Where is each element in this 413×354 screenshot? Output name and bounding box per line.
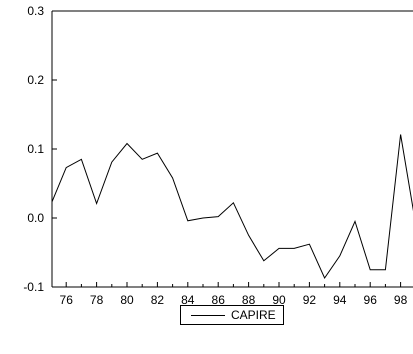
y-tick-label: -0.1 xyxy=(23,280,44,294)
legend-label-capire: CAPIRE xyxy=(231,308,276,322)
x-tick-label: 76 xyxy=(60,293,74,307)
x-tick-label: 96 xyxy=(364,293,378,307)
x-tick-label: 82 xyxy=(151,293,165,307)
plot-area xyxy=(51,10,413,288)
series-line-capire xyxy=(52,134,413,280)
x-ticks: 7678808284868890929496980002 xyxy=(60,282,408,307)
series-layer xyxy=(52,134,413,280)
x-tick-label: 90 xyxy=(272,293,286,307)
y-ticks: 0.3 0.2 0.1 0.0 -0.1 xyxy=(23,4,57,294)
x-tick-label: 98 xyxy=(394,293,408,307)
y-tick-label: 0.2 xyxy=(27,73,44,87)
y-tick-label: 0.1 xyxy=(27,142,44,156)
x-tick-label: 94 xyxy=(333,293,347,307)
x-tick-label: 84 xyxy=(181,293,195,307)
x-tick-label: 86 xyxy=(212,293,226,307)
y-tick-label: 0.3 xyxy=(27,4,44,18)
x-tick-label: 88 xyxy=(242,293,256,307)
y-tick-label: 0.0 xyxy=(27,211,44,225)
x-tick-label: 78 xyxy=(90,293,104,307)
legend-swatch-capire xyxy=(191,314,225,316)
legend: CAPIRE xyxy=(180,305,284,325)
x-tick-label: 92 xyxy=(303,293,317,307)
x-tick-label: 80 xyxy=(120,293,134,307)
